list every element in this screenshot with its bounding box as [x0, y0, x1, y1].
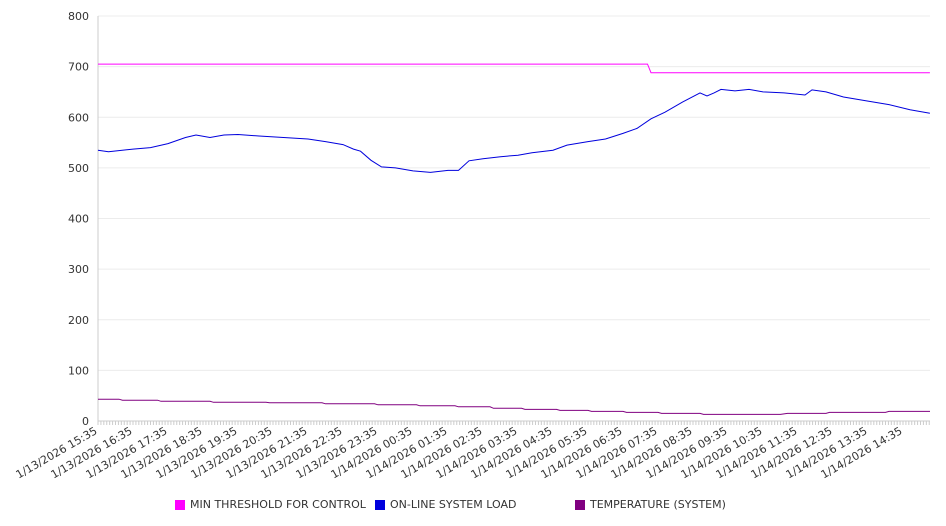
y-tick-label: 500 — [68, 162, 89, 175]
y-tick-label: 200 — [68, 314, 89, 327]
legend-swatch — [175, 499, 185, 510]
y-tick-label: 600 — [68, 111, 89, 124]
series-line-1 — [97, 88, 930, 173]
legend-label: MIN THRESHOLD FOR CONTROL — [190, 498, 366, 511]
y-tick-label: 800 — [68, 10, 89, 23]
legend-item-load[interactable]: ON-LINE SYSTEM LOAD — [375, 498, 516, 511]
legend-item-temperature[interactable]: TEMPERATURE (SYSTEM) — [575, 498, 726, 511]
y-tick-label: 100 — [68, 364, 89, 377]
legend-item-threshold[interactable]: MIN THRESHOLD FOR CONTROL — [175, 498, 366, 511]
legend-swatch — [375, 499, 385, 510]
y-tick-label: 0 — [82, 415, 89, 428]
legend-swatch — [575, 499, 585, 510]
legend-label: ON-LINE SYSTEM LOAD — [390, 498, 517, 511]
legend-label: TEMPERATURE (SYSTEM) — [590, 498, 726, 511]
y-tick-label: 300 — [68, 263, 89, 276]
series-line-2 — [98, 398, 930, 415]
y-tick-label: 400 — [68, 213, 89, 226]
y-tick-label: 700 — [68, 61, 89, 74]
series-line-0 — [98, 63, 930, 74]
